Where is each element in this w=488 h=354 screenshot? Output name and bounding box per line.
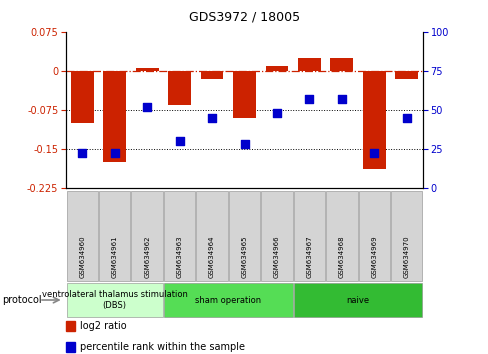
- Text: ventrolateral thalamus stimulation
(DBS): ventrolateral thalamus stimulation (DBS): [41, 290, 187, 310]
- Bar: [395, 71, 417, 79]
- Text: GSM634960: GSM634960: [79, 235, 85, 278]
- Text: GSM634968: GSM634968: [338, 235, 344, 278]
- Bar: [200, 71, 223, 79]
- Text: GDS3972 / 18005: GDS3972 / 18005: [188, 11, 300, 24]
- Text: GSM634965: GSM634965: [241, 235, 247, 278]
- Point: [78, 150, 86, 156]
- Text: protocol: protocol: [2, 295, 42, 305]
- Text: GSM634964: GSM634964: [209, 235, 215, 278]
- Bar: [298, 58, 320, 71]
- Text: GSM634963: GSM634963: [176, 235, 182, 278]
- Point: [272, 110, 280, 116]
- Text: GSM634970: GSM634970: [403, 235, 409, 278]
- Point: [143, 104, 151, 109]
- Bar: [136, 68, 158, 71]
- Bar: [362, 71, 385, 170]
- Point: [111, 150, 119, 156]
- Bar: [233, 71, 255, 118]
- Bar: [330, 58, 352, 71]
- Text: GSM634966: GSM634966: [273, 235, 279, 278]
- Bar: [265, 65, 288, 71]
- Text: percentile rank within the sample: percentile rank within the sample: [80, 342, 244, 352]
- Bar: [71, 71, 93, 123]
- Bar: [168, 71, 190, 104]
- Text: log2 ratio: log2 ratio: [80, 321, 126, 331]
- Point: [402, 115, 410, 120]
- Point: [369, 150, 377, 156]
- Point: [305, 96, 313, 102]
- Point: [240, 141, 248, 147]
- Text: GSM634961: GSM634961: [111, 235, 118, 278]
- Text: GSM634967: GSM634967: [306, 235, 312, 278]
- Bar: [103, 71, 126, 162]
- Text: sham operation: sham operation: [195, 296, 261, 304]
- Point: [175, 138, 183, 144]
- Text: GSM634969: GSM634969: [370, 235, 377, 278]
- Text: GSM634962: GSM634962: [144, 235, 150, 278]
- Point: [208, 115, 216, 120]
- Text: naive: naive: [346, 296, 369, 304]
- Point: [337, 96, 345, 102]
